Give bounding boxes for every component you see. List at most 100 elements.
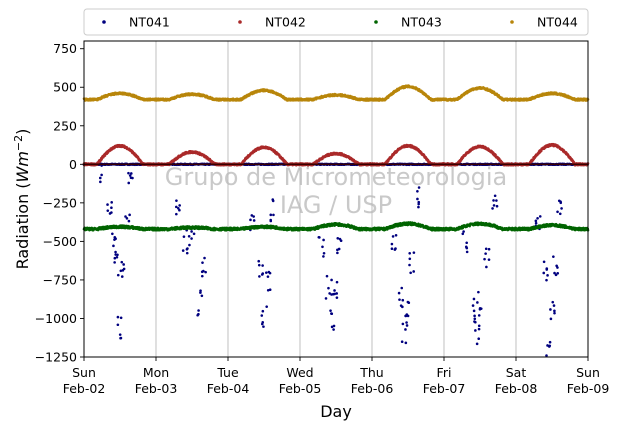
data-point <box>178 208 181 212</box>
data-point <box>250 214 254 217</box>
data-point <box>534 219 538 223</box>
data-point <box>266 288 270 292</box>
data-point <box>187 234 191 238</box>
data-point <box>329 309 332 312</box>
data-point <box>269 213 273 217</box>
data-point <box>321 245 324 249</box>
data-point <box>473 314 476 318</box>
data-point <box>472 309 476 313</box>
data-point <box>258 275 261 278</box>
data-point <box>412 251 416 254</box>
data-point <box>257 263 261 267</box>
data-point <box>271 199 275 203</box>
data-point <box>333 289 336 292</box>
data-point <box>534 221 538 225</box>
data-point <box>116 315 120 319</box>
data-point <box>261 264 264 267</box>
data-point <box>471 304 475 307</box>
data-point <box>272 213 275 217</box>
data-point <box>461 232 465 236</box>
data-point <box>474 329 477 332</box>
data-point <box>260 314 264 317</box>
data-point <box>127 181 131 185</box>
data-point <box>175 212 178 216</box>
data-point <box>322 238 325 242</box>
data-point <box>106 209 110 212</box>
data-point <box>542 260 546 264</box>
data-point <box>175 199 178 202</box>
data-point <box>476 301 479 304</box>
data-point <box>100 173 103 177</box>
data-point <box>265 305 268 308</box>
data-point <box>335 280 339 284</box>
data-point <box>128 174 132 177</box>
data-point <box>336 248 339 252</box>
data-point <box>408 251 412 255</box>
data-point <box>552 304 556 307</box>
data-point <box>554 273 558 277</box>
data-point <box>560 207 563 210</box>
series-NT043 <box>82 221 590 232</box>
data-point <box>397 291 401 295</box>
data-point <box>401 298 405 302</box>
data-point <box>556 210 559 214</box>
data-point <box>119 336 122 340</box>
data-point <box>406 300 410 304</box>
data-point <box>462 230 465 233</box>
data-point <box>404 328 407 331</box>
data-point <box>404 341 408 345</box>
data-point <box>252 215 256 218</box>
data-point <box>269 219 273 223</box>
data-point <box>493 194 497 198</box>
data-point <box>197 309 200 312</box>
plot-series <box>82 84 590 357</box>
data-point <box>465 250 469 254</box>
data-point <box>127 171 130 175</box>
data-point <box>261 309 265 313</box>
data-point <box>552 255 555 258</box>
data-point <box>120 275 124 278</box>
data-point <box>125 217 129 220</box>
watermark-line: Grupo de Micrometeorologia <box>165 163 507 191</box>
data-point <box>553 309 556 313</box>
data-point <box>405 321 408 324</box>
data-point <box>114 237 117 241</box>
data-point <box>202 269 205 273</box>
data-point <box>477 337 481 340</box>
data-point <box>546 344 549 347</box>
data-point <box>408 263 411 267</box>
data-point <box>260 273 264 276</box>
data-point <box>553 311 556 315</box>
data-point <box>477 327 481 331</box>
data-point <box>111 232 114 236</box>
gridlines <box>155 41 517 357</box>
data-point <box>335 292 339 295</box>
data-point <box>330 312 333 315</box>
data-point <box>483 257 486 261</box>
data-point <box>190 230 193 233</box>
data-point <box>401 305 404 309</box>
data-point <box>119 316 123 320</box>
data-point <box>118 333 122 336</box>
data-point <box>487 247 491 251</box>
data-point <box>495 204 499 208</box>
watermark-line: IAG / USP <box>280 191 392 219</box>
data-point <box>404 314 407 318</box>
data-point <box>406 314 410 318</box>
data-point <box>536 217 539 220</box>
data-point <box>417 202 420 206</box>
data-point <box>322 251 326 255</box>
data-point <box>113 261 116 264</box>
data-point <box>267 270 271 274</box>
data-point <box>324 297 328 300</box>
data-point <box>124 215 127 218</box>
data-point <box>559 200 562 203</box>
data-point <box>262 325 265 328</box>
data-point <box>178 204 181 207</box>
data-point <box>122 263 125 266</box>
data-point <box>487 258 491 261</box>
data-point <box>330 278 333 282</box>
data-point <box>556 271 560 275</box>
data-point <box>465 246 469 250</box>
data-point <box>545 278 548 282</box>
